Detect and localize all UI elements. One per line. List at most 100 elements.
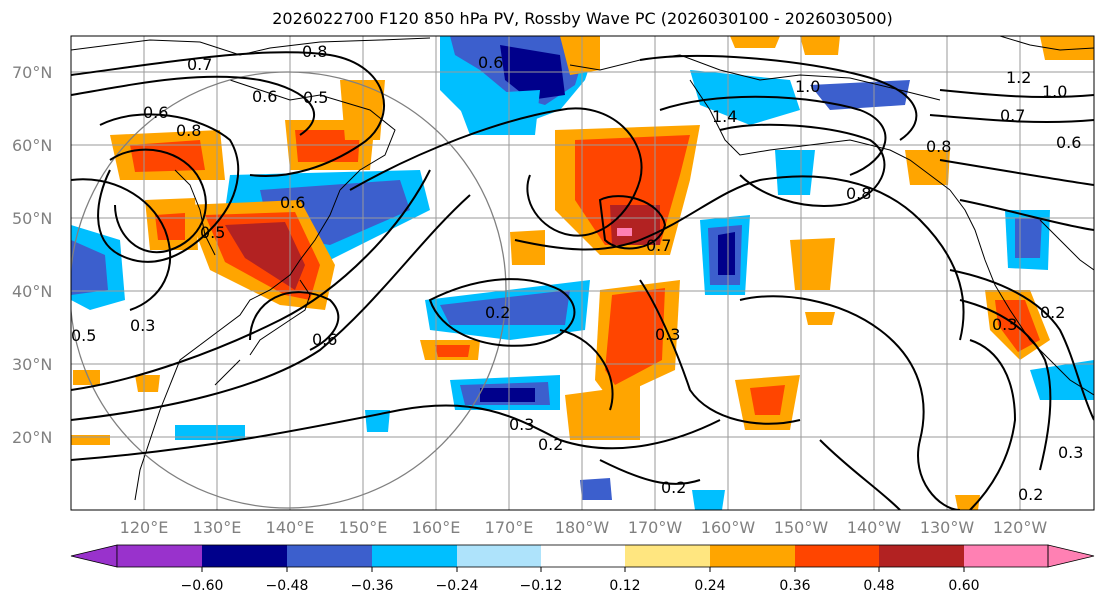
colorbar-segment <box>625 545 710 567</box>
map-title: 2026022700 F120 850 hPa PV, Rossby Wave … <box>272 9 893 28</box>
pos-anomaly-far-east <box>1040 36 1094 60</box>
pos-anomaly-central-core <box>605 288 665 385</box>
lon-label: 130°W <box>920 518 975 537</box>
contour-label: 0.5 <box>303 88 328 107</box>
pos-anomaly-japan-north-core <box>225 222 305 290</box>
contour-label: 0.2 <box>1040 303 1065 322</box>
contour-label: 0.6 <box>1056 133 1081 152</box>
pos-anomaly-165e-core <box>435 345 470 357</box>
contour-label: 0.7 <box>187 55 212 74</box>
colorbar-tick-label: 0.36 <box>779 578 810 594</box>
pos-anomaly-bering-peak <box>617 228 632 236</box>
contour-label: 0.6 <box>312 330 337 349</box>
pos-anomaly-tiny-2 <box>805 312 835 325</box>
pos-anomaly-150w-south-core <box>750 385 785 415</box>
colorbar-segment <box>795 545 879 567</box>
colorbar-segment <box>117 545 202 567</box>
lat-label: 60°N <box>12 136 52 155</box>
positive-shading <box>71 36 1094 510</box>
colorbar-segment <box>964 545 1048 567</box>
contour-label: 0.2 <box>485 303 510 322</box>
colorbar-tick-label: −0.48 <box>266 578 309 594</box>
contour-label: 0.6 <box>478 53 503 72</box>
neg-anomaly-160w-peak <box>718 232 735 275</box>
lon-axis: 120°E 130°E 140°E 150°E 160°E 170°E 180°… <box>120 518 1048 537</box>
pos-anomaly-southcentral <box>565 385 640 440</box>
neg-anomaly-north-145e <box>455 90 540 135</box>
lat-label: 30°N <box>12 355 52 374</box>
neg-anomaly-japan-south <box>175 425 245 440</box>
colorbar-tick-label: 0.48 <box>863 578 894 594</box>
contour-label: 0.3 <box>130 316 155 335</box>
colorbar-segment <box>202 545 287 567</box>
lat-axis: 70°N 60°N 50°N 40°N 30°N 20°N <box>12 63 52 447</box>
contour-label: 0.6 <box>252 87 277 106</box>
lon-label: 160°W <box>701 518 756 537</box>
colorbar-segment <box>541 545 625 567</box>
colorbar-frame <box>116 544 1049 568</box>
contour-label: 0.5 <box>71 326 96 345</box>
lon-label: 120°E <box>120 518 169 537</box>
plot-frame <box>70 35 1095 511</box>
contour-label: 0.2 <box>661 478 686 497</box>
colorbar-segment <box>457 545 541 567</box>
contour-label: 1.0 <box>1042 82 1067 101</box>
lon-label: 140°W <box>847 518 902 537</box>
contour-label: 0.8 <box>302 42 327 61</box>
contour-label: 0.6 <box>280 193 305 212</box>
contour-label: 0.7 <box>646 236 671 255</box>
colorbar-tick-label: −0.24 <box>436 578 479 594</box>
colorbar-segment <box>287 545 372 567</box>
neg-anomaly-tiny-3 <box>692 490 725 510</box>
lon-label: 160°E <box>412 518 461 537</box>
pos-anomaly-150w-mid <box>790 238 835 290</box>
contour-label: 0.2 <box>1018 485 1043 504</box>
contour-label: 0.7 <box>1000 106 1025 125</box>
contour-label: 1.0 <box>795 77 820 96</box>
neg-anomaly-pac-nw-core <box>1015 218 1042 258</box>
contour-label: 0.8 <box>846 184 871 203</box>
pos-anomaly-175e <box>510 230 545 265</box>
contour-label: 0.3 <box>509 415 534 434</box>
colorbar-tick-label: −0.36 <box>351 578 394 594</box>
lon-label: 170°E <box>485 518 534 537</box>
colorbar-tick-label: −0.60 <box>181 578 224 594</box>
contour-label: 0.3 <box>992 315 1017 334</box>
neg-anomaly-south-peak <box>480 388 535 402</box>
lon-label: 170°W <box>628 518 683 537</box>
contour-label: 0.3 <box>1058 443 1083 462</box>
lon-label: 150°E <box>339 518 388 537</box>
lat-label: 70°N <box>12 63 52 82</box>
contour-label: 0.3 <box>655 325 680 344</box>
contour-label: 1.4 <box>712 107 737 126</box>
lat-label: 50°N <box>12 209 52 228</box>
lat-label: 20°N <box>12 428 52 447</box>
lon-label: 150°W <box>774 518 829 537</box>
lon-label: 130°E <box>193 518 242 537</box>
colorbar-tick-label: 0.24 <box>694 578 725 594</box>
contour-label: 0.8 <box>176 121 201 140</box>
region-circle <box>71 71 507 509</box>
lon-label: 120°W <box>993 518 1048 537</box>
colorbar-segment <box>372 545 457 567</box>
colorbar-segment <box>879 545 964 567</box>
colorbar-ticks <box>201 567 965 572</box>
colorbar-tick-label: −0.12 <box>520 578 563 594</box>
colorbar-segment <box>710 545 795 567</box>
contour-label: 0.5 <box>200 223 225 242</box>
colorbar-extend-left <box>70 544 118 568</box>
pos-anomaly-50n-west-core <box>155 213 185 240</box>
lon-label: 140°E <box>266 518 315 537</box>
lon-label: 180°W <box>555 518 610 537</box>
pos-anomaly-northeast-2 <box>800 36 840 55</box>
contour-label: 0.2 <box>538 435 563 454</box>
pos-anomaly-tiny-5 <box>73 370 100 385</box>
coastlines <box>71 36 1094 501</box>
neg-anomaly-west-edge-core <box>71 240 108 295</box>
neg-anomaly-mexico <box>1030 360 1094 400</box>
contour-label: 0.8 <box>926 137 951 156</box>
pos-anomaly-northeast <box>730 36 780 48</box>
contour-labels: 0.8 0.7 0.6 0.6 0.5 0.6 0.8 0.5 0.6 0.3 … <box>71 42 1083 504</box>
lat-label: 40°N <box>12 282 52 301</box>
map-layers: 0.8 0.7 0.6 0.6 0.5 0.6 0.8 0.5 0.6 0.3 … <box>71 36 1094 510</box>
